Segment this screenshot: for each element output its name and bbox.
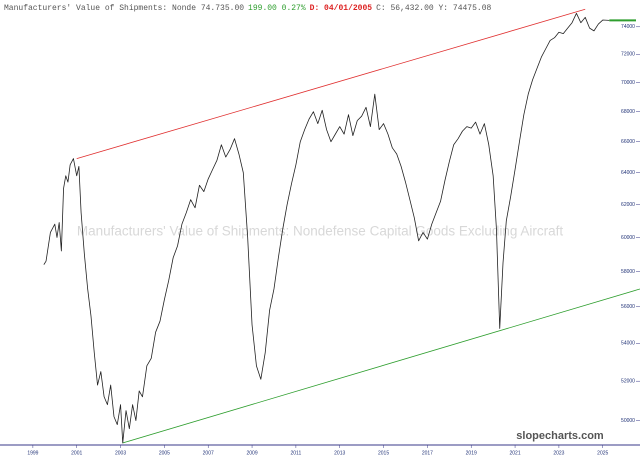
header-segment: C: 56,432.00 Y: 74475.08 bbox=[376, 4, 491, 13]
watermark: Manufacturers' Value of Shipments: Nonde… bbox=[77, 224, 564, 239]
header-segment: D: 04/01/2005 bbox=[310, 4, 373, 13]
header-segment: 199.00 0.27% bbox=[248, 4, 306, 13]
x-tick-label: 2009 bbox=[246, 450, 257, 456]
y-tick-label: 50000 bbox=[621, 418, 635, 424]
x-tick-label: 2011 bbox=[291, 450, 302, 456]
x-tick-label: 2001 bbox=[71, 450, 82, 456]
y-tick-label: 60000 bbox=[621, 235, 635, 241]
x-tick-label: 2013 bbox=[334, 450, 345, 456]
y-tick-label: 70000 bbox=[621, 80, 635, 86]
x-tick-label: 2025 bbox=[597, 450, 608, 456]
y-tick-label: 58000 bbox=[621, 269, 635, 275]
y-tick-label: 54000 bbox=[621, 341, 635, 347]
header: Manufacturers' Value of Shipments: Nonde… bbox=[4, 4, 491, 13]
y-tick-label: 64000 bbox=[621, 170, 635, 176]
x-tick-label: 2003 bbox=[115, 450, 126, 456]
y-tick-label: 72000 bbox=[621, 52, 635, 58]
x-tick-label: 2017 bbox=[422, 450, 433, 456]
y-tick-label: 52000 bbox=[621, 379, 635, 385]
x-tick-label: 2007 bbox=[203, 450, 214, 456]
y-tick-label: 68000 bbox=[621, 109, 635, 115]
trendline bbox=[76, 8, 586, 159]
header-segment: Manufacturers' Value of Shipments: Nonde… bbox=[4, 4, 244, 13]
y-tick-label: 56000 bbox=[621, 304, 635, 310]
x-tick-label: 2005 bbox=[159, 450, 170, 456]
x-tick-label: 2023 bbox=[553, 450, 564, 456]
x-tick-label: 2021 bbox=[510, 450, 521, 456]
trendline bbox=[122, 288, 640, 444]
x-tick-label: 2015 bbox=[378, 450, 389, 456]
y-tick-label: 74000 bbox=[621, 24, 635, 30]
x-tick-label: 2019 bbox=[466, 450, 477, 456]
y-tick-label: 62000 bbox=[621, 202, 635, 208]
source: slopecharts.com bbox=[516, 430, 604, 442]
x-tick-label: 1999 bbox=[27, 450, 38, 456]
y-tick-label: 66000 bbox=[621, 139, 635, 145]
series-line bbox=[43, 12, 610, 444]
